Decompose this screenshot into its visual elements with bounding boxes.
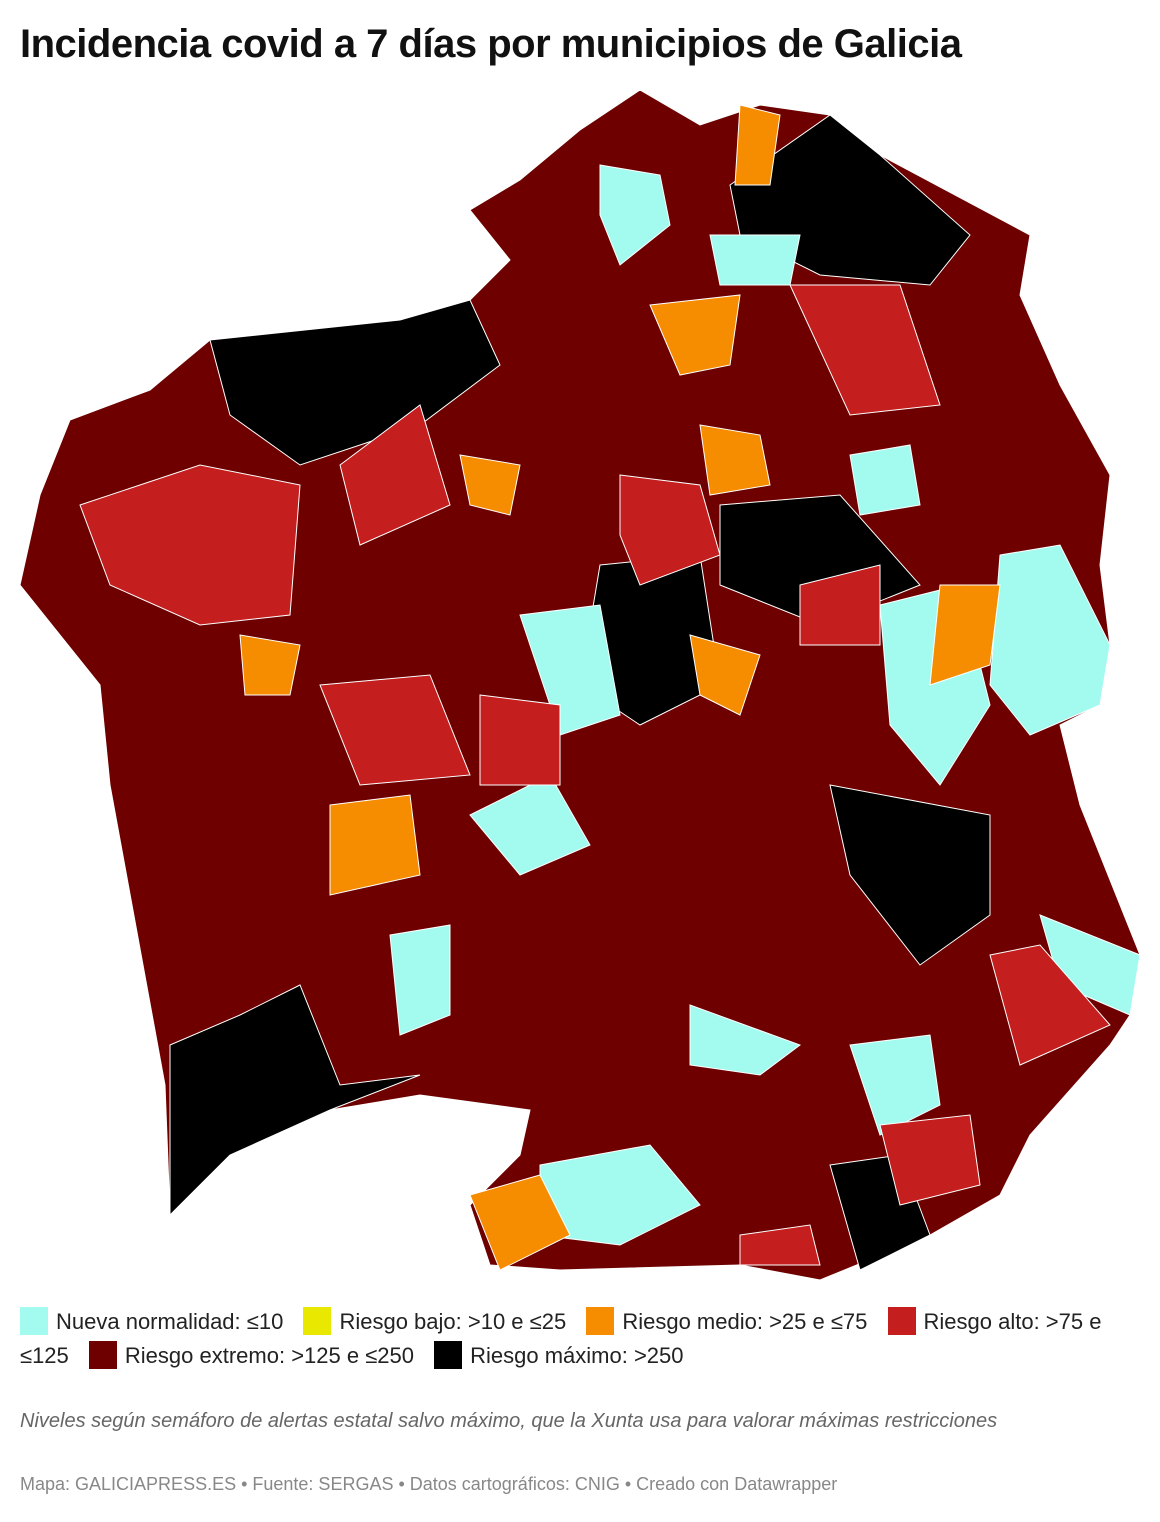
map xyxy=(19,89,1141,1281)
region-patch xyxy=(699,424,771,496)
title: Incidencia covid a 7 días por municipios… xyxy=(20,22,962,66)
region-patch xyxy=(79,464,301,626)
legend-label: Riesgo alto: >75 e ≤125 xyxy=(20,1309,1102,1368)
region-patch xyxy=(339,404,451,546)
region-patch xyxy=(849,1034,941,1136)
region-patch xyxy=(389,924,451,1036)
region-patch xyxy=(319,674,471,786)
region-patch xyxy=(519,604,621,736)
region-patch xyxy=(329,794,421,896)
region-patch xyxy=(479,694,561,786)
legend-label: Riesgo medio: >25 e ≤75 xyxy=(622,1309,868,1334)
region-patch xyxy=(879,1114,981,1206)
legend-swatch xyxy=(887,1307,916,1335)
legend-swatch xyxy=(586,1307,615,1335)
legend-label: Riesgo extremo: >125 e ≤250 xyxy=(124,1343,414,1368)
legend-swatch xyxy=(434,1341,463,1369)
legend-item: Riesgo máximo: >250 xyxy=(434,1341,684,1369)
legend-label: Riesgo bajo: >10 e ≤25 xyxy=(339,1309,567,1334)
legend-item: Riesgo alto: >75 e ≤125 xyxy=(20,1307,1102,1368)
region-patch xyxy=(689,634,761,716)
region-patch xyxy=(599,164,671,266)
region-patch xyxy=(619,474,721,586)
legend-item: Riesgo bajo: >10 e ≤25 xyxy=(303,1307,567,1335)
region-patch xyxy=(469,774,591,876)
region-patch xyxy=(169,984,421,1217)
region-patch xyxy=(989,544,1111,736)
legend-item: Riesgo medio: >25 e ≤75 xyxy=(586,1307,868,1335)
region-patch xyxy=(739,1224,821,1266)
legend-item: Nueva normalidad: ≤10 xyxy=(20,1307,284,1335)
note: Niveles según semáforo de alertas estata… xyxy=(20,1410,998,1432)
region-patch xyxy=(989,944,1111,1066)
region-patch xyxy=(789,284,941,416)
legend-swatch xyxy=(88,1341,117,1369)
region-patch xyxy=(734,104,781,186)
region-patch xyxy=(689,1004,802,1076)
legend-item: Riesgo extremo: >125 e ≤250 xyxy=(88,1341,414,1369)
legend: Nueva normalidad: ≤10 Riesgo bajo: >10 e… xyxy=(20,1305,1145,1373)
region-patch xyxy=(829,784,991,966)
region-patch xyxy=(239,634,301,696)
region-patch xyxy=(209,299,501,466)
region-patch xyxy=(469,1174,571,1271)
legend-label: Nueva normalidad: ≤10 xyxy=(56,1309,284,1334)
source: Mapa: GALICIAPRESS.ES • Fuente: SERGAS •… xyxy=(20,1474,838,1494)
legend-swatch xyxy=(20,1307,48,1335)
legend-swatch xyxy=(303,1307,332,1335)
region-patch xyxy=(649,294,741,376)
region-patch xyxy=(849,444,921,516)
legend-label: Riesgo máximo: >250 xyxy=(470,1343,684,1368)
region-patch xyxy=(799,564,881,646)
region-patch xyxy=(929,584,1001,686)
region-patch xyxy=(709,234,801,286)
region-patch xyxy=(459,454,521,516)
